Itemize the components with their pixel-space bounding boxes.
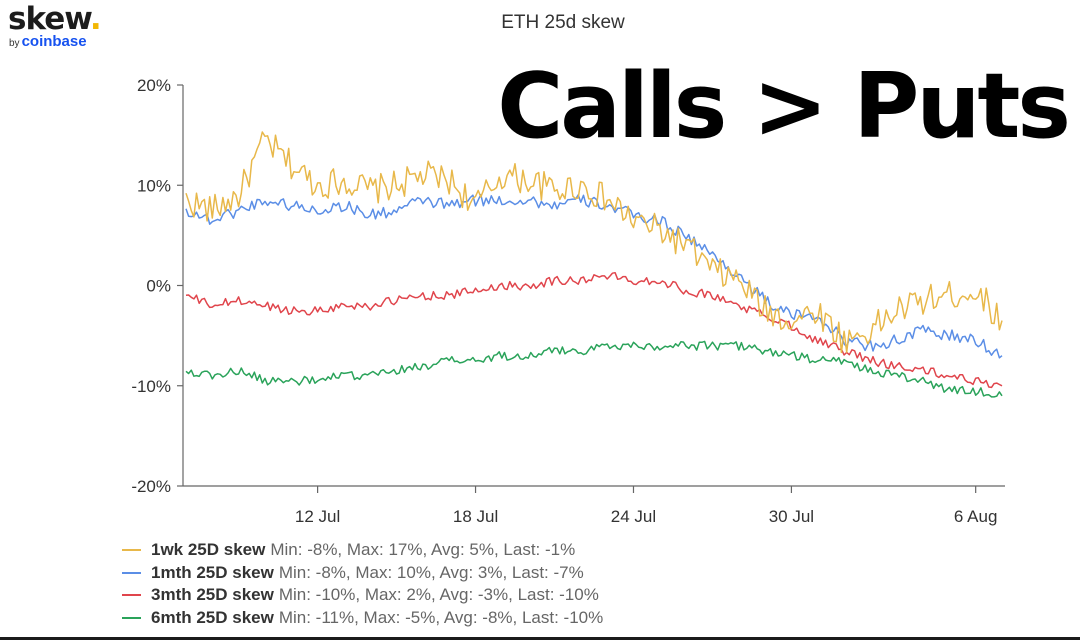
y-tick-label: 10% bbox=[137, 176, 171, 195]
x-tick-label: 12 Jul bbox=[295, 507, 340, 526]
skew-logo: skew. by coinbase bbox=[8, 1, 102, 50]
legend-series-name: 6mth 25D skew bbox=[151, 607, 274, 627]
legend-item[interactable]: 3mth 25D skew Min: -10%, Max: 2%, Avg: -3… bbox=[122, 584, 603, 607]
y-tick-label: -10% bbox=[131, 377, 171, 396]
legend-swatch bbox=[122, 616, 141, 619]
legend-series-name: 1wk 25D skew bbox=[151, 540, 266, 560]
legend-series-name: 3mth 25D skew bbox=[151, 585, 274, 605]
chart-legend: 1wk 25D skew Min: -8%, Max: 17%, Avg: 5%,… bbox=[122, 539, 603, 629]
legend-series-stats: Min: -11%, Max: -5%, Avg: -8%, Last: -10… bbox=[278, 607, 604, 627]
legend-item[interactable]: 1mth 25D skew Min: -8%, Max: 10%, Avg: 3%… bbox=[122, 562, 603, 585]
legend-item[interactable]: 1wk 25D skew Min: -8%, Max: 17%, Avg: 5%,… bbox=[122, 539, 603, 562]
chart-title: ETH 25d skew bbox=[501, 12, 625, 33]
legend-series-stats: Min: -8%, Max: 10%, Avg: 3%, Last: -7% bbox=[278, 562, 584, 582]
y-tick-label: -20% bbox=[131, 477, 171, 496]
series-line-4 bbox=[185, 340, 1003, 398]
x-tick-label: 18 Jul bbox=[453, 507, 498, 526]
y-tick-label: 0% bbox=[146, 277, 171, 296]
legend-series-stats: Min: -8%, Max: 17%, Avg: 5%, Last: -1% bbox=[270, 540, 576, 560]
legend-series-stats: Min: -10%, Max: 2%, Avg: -3%, Last: -10% bbox=[278, 585, 599, 605]
series-line-3 bbox=[185, 271, 1003, 389]
headline-overlay: Calls > Puts bbox=[497, 54, 1071, 159]
legend-series-name: 1mth 25D skew bbox=[151, 562, 274, 582]
x-tick-label: 24 Jul bbox=[611, 507, 656, 526]
bottom-border bbox=[0, 637, 1080, 640]
logo-byline: by coinbase bbox=[9, 33, 87, 50]
series-line-2 bbox=[185, 193, 1003, 359]
x-tick-label: 6 Aug bbox=[954, 507, 998, 526]
legend-swatch bbox=[122, 594, 141, 597]
series-line-1 bbox=[185, 131, 1003, 354]
legend-swatch bbox=[122, 571, 141, 574]
logo-wordmark: skew. bbox=[8, 1, 102, 37]
y-tick-label: 20% bbox=[137, 76, 171, 95]
x-tick-label: 30 Jul bbox=[769, 507, 814, 526]
legend-item[interactable]: 6mth 25D skew Min: -11%, Max: -5%, Avg: -… bbox=[122, 607, 603, 630]
legend-swatch bbox=[122, 549, 141, 552]
